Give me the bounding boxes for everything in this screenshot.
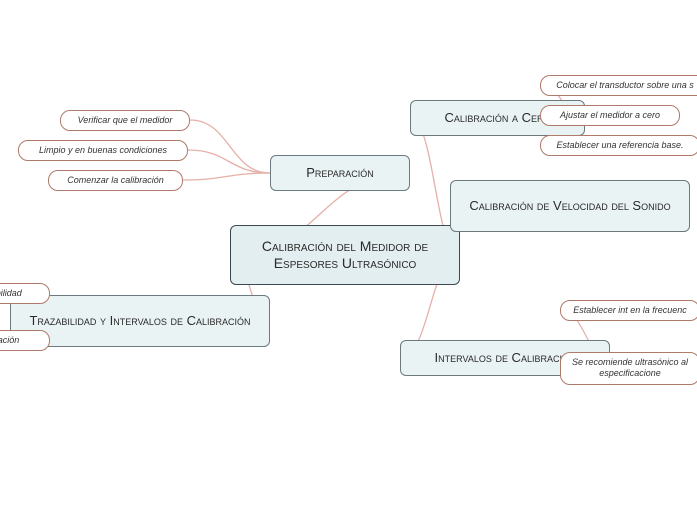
branch-calibracion_velocidad[interactable]: Calibración de Velocidad del Sonido — [450, 180, 690, 232]
leaf-trazabilidad-0[interactable]: razabilidad — [0, 283, 50, 304]
leaf-calibracion_cero-2[interactable]: Establecer una referencia base. — [540, 135, 697, 156]
leaf-calibracion_cero-0[interactable]: Colocar el transductor sobre una s — [540, 75, 697, 96]
leaf-preparacion-1[interactable]: Limpio y en buenas condiciones — [18, 140, 188, 161]
branch-preparacion[interactable]: Preparación — [270, 155, 410, 191]
leaf-preparacion-0[interactable]: Verificar que el medidor — [60, 110, 190, 131]
leaf-preparacion-2[interactable]: Comenzar la calibración — [48, 170, 183, 191]
leaf-intervalos-0[interactable]: Establecer int en la frecuenc — [560, 300, 697, 321]
center-node[interactable]: Calibración del Medidor de Espesores Ult… — [230, 225, 460, 285]
leaf-calibracion_cero-1[interactable]: Ajustar el medidor a cero — [540, 105, 680, 126]
leaf-intervalos-2[interactable]: Se recomiende ultrasónico al especificac… — [560, 352, 697, 385]
leaf-trazabilidad-1[interactable]: alibración — [0, 330, 50, 351]
